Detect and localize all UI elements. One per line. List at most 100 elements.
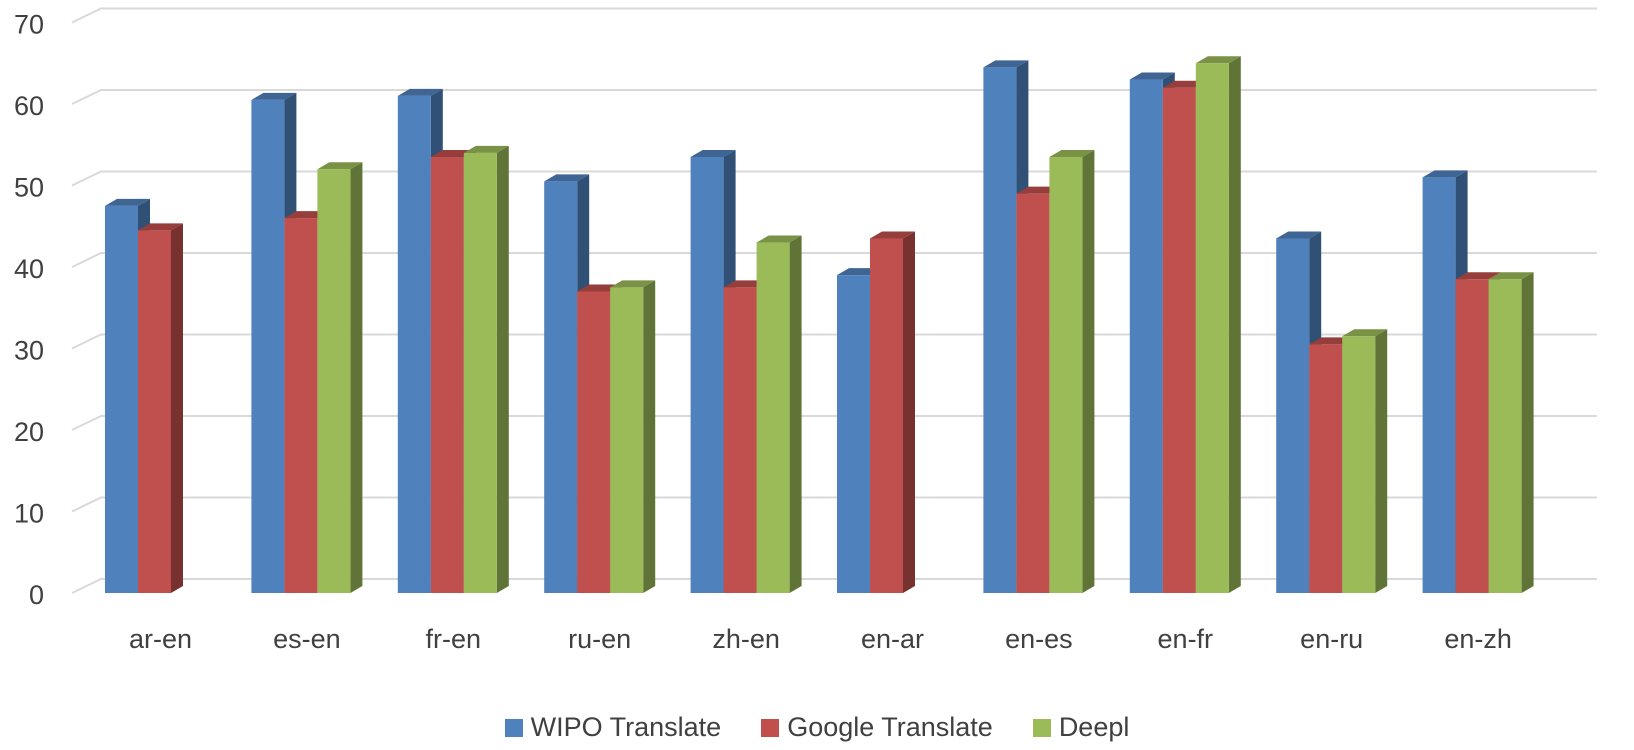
bar-top <box>1342 329 1388 337</box>
bar-front <box>1488 279 1522 593</box>
legend: WIPO Translate Google Translate Deepl <box>0 712 1634 743</box>
bar-front <box>138 230 171 593</box>
gridline <box>71 333 1597 350</box>
bar-front <box>870 238 903 593</box>
bar-top <box>1195 56 1241 64</box>
x-tick-label: zh-en <box>712 624 780 654</box>
legend-label-google: Google Translate <box>787 712 993 742</box>
gridline <box>71 89 1597 105</box>
bar-en-ru-wipo-translate <box>1276 231 1322 593</box>
bar-ru-en-deepl <box>610 280 656 593</box>
bar-top <box>1049 149 1095 157</box>
bar-front <box>1422 177 1456 593</box>
bar-chart: 0 10 20 30 40 50 60 70 ar-en es-en fr-en ru-en zh-e… <box>14 7 1597 654</box>
x-tick-label: en-fr <box>1158 624 1214 654</box>
legend-label-wipo: WIPO Translate <box>530 712 722 742</box>
gridline <box>71 7 1597 24</box>
bar-side <box>643 280 656 593</box>
bar-ar-en-google-translate <box>138 223 183 593</box>
bar-front <box>430 156 464 593</box>
bar-side <box>1082 149 1095 593</box>
bar-side <box>789 235 802 594</box>
x-tick-label: es-en <box>273 624 341 654</box>
bar-front <box>756 242 790 594</box>
bar-side <box>1375 329 1388 593</box>
y-tick-label: 40 <box>14 254 44 284</box>
bar-top <box>1488 272 1534 280</box>
bar-front <box>463 152 497 593</box>
bar-top <box>756 235 802 243</box>
gridline <box>71 415 1597 431</box>
gridline <box>71 578 1597 594</box>
x-tick-label: ru-en <box>568 624 631 654</box>
x-tick-label: en-es <box>1005 624 1073 654</box>
bar-front <box>544 181 578 594</box>
bar-front <box>837 275 870 593</box>
bar-top <box>138 223 183 231</box>
bar-top <box>610 280 656 288</box>
bar-side <box>171 223 183 593</box>
y-axis-ticks: 0 10 20 30 40 50 60 70 <box>14 10 44 611</box>
bar-front <box>1049 156 1083 593</box>
y-tick-label: 60 <box>14 91 44 121</box>
x-tick-label: fr-en <box>426 624 482 654</box>
bar-en-ru-deepl <box>1342 329 1388 593</box>
legend-item-deepl: Deepl <box>1032 712 1130 743</box>
bar-side <box>350 162 363 593</box>
bar-front <box>251 99 285 594</box>
bar-front <box>690 156 724 593</box>
bar-front <box>1309 344 1343 593</box>
bar-top <box>1129 72 1175 80</box>
bar-top <box>463 145 509 153</box>
legend-label-deepl: Deepl <box>1058 712 1130 742</box>
bar-front <box>105 205 138 593</box>
x-tick-label: en-ru <box>1300 624 1363 654</box>
bar-top <box>870 231 915 239</box>
bar-zh-en-deepl <box>756 235 802 594</box>
bar-front <box>577 291 611 593</box>
bar-en-es-deepl <box>1049 149 1095 593</box>
bar-top <box>105 198 150 206</box>
y-tick-label: 70 <box>14 10 44 40</box>
y-tick-label: 0 <box>29 580 44 610</box>
y-tick-label: 20 <box>14 417 44 447</box>
y-tick-label: 10 <box>14 499 44 529</box>
legend-swatch-google <box>761 718 780 737</box>
bar-front <box>610 287 644 593</box>
bar-top <box>1422 170 1468 178</box>
x-tick-label: ar-en <box>129 624 192 654</box>
bar-front <box>1276 238 1310 593</box>
x-tick-label: en-zh <box>1444 624 1512 654</box>
bars <box>105 56 1534 594</box>
bar-front <box>1162 87 1196 593</box>
bar-en-fr-deepl <box>1195 56 1241 593</box>
bar-top <box>317 162 363 170</box>
bar-front <box>1455 279 1489 593</box>
bar-side <box>1228 56 1241 593</box>
bar-front <box>317 169 351 593</box>
y-tick-label: 30 <box>14 336 44 366</box>
bar-front <box>1129 79 1163 594</box>
bar-front <box>723 287 757 593</box>
gridlines <box>71 7 1597 594</box>
bar-en-zh-deepl <box>1488 272 1534 593</box>
bar-top <box>397 88 443 96</box>
bar-es-en-deepl <box>317 162 363 593</box>
bar-side <box>1521 272 1534 593</box>
y-tick-label: 50 <box>14 173 44 203</box>
bar-top <box>1276 231 1322 239</box>
gridline <box>71 496 1597 513</box>
legend-item-wipo: WIPO Translate <box>504 712 722 743</box>
bar-front <box>397 95 431 593</box>
bar-front <box>284 218 318 593</box>
x-tick-label: en-ar <box>861 624 924 654</box>
legend-swatch-wipo <box>504 718 523 737</box>
x-axis-ticks: ar-en es-en fr-en ru-en zh-en en-ar en-es en-fr… <box>129 624 1512 654</box>
legend-swatch-deepl <box>1032 718 1051 737</box>
bar-top <box>983 60 1029 68</box>
bar-fr-en-deepl <box>463 145 509 593</box>
bar-top <box>251 92 297 100</box>
bar-front <box>1342 336 1376 593</box>
gridline <box>71 252 1597 268</box>
